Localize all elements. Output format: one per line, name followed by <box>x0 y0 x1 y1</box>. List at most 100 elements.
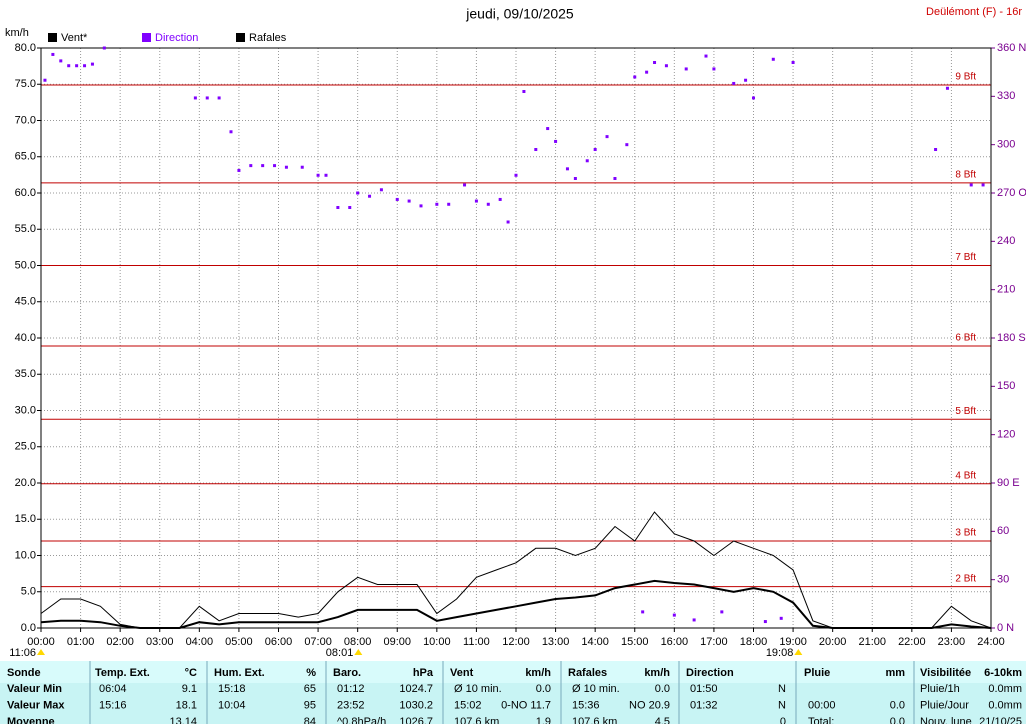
sun-marker <box>37 649 45 655</box>
table-cell: Nouv. lune <box>920 716 972 724</box>
direction-point <box>704 54 708 58</box>
direction-point <box>336 206 340 209</box>
y-tick-label: 20.0 <box>15 477 36 489</box>
direction-point <box>435 202 439 206</box>
table-header-cell: °C <box>185 667 197 679</box>
table-header-cell: km/h <box>525 667 551 679</box>
x-tick-label: 11:00 <box>463 636 490 648</box>
beaufort-label: 4 Bft <box>955 470 976 481</box>
table-cell: 01:50 <box>690 683 718 695</box>
direction-point <box>316 173 320 177</box>
direction-point <box>732 81 736 85</box>
table-cell: 10:04 <box>218 699 246 711</box>
table-cell: 00:00 <box>808 699 836 711</box>
direction-point <box>605 135 609 139</box>
y2-tick-label: 300 <box>997 139 1015 151</box>
direction-point <box>51 52 55 56</box>
table-cell: 0 <box>780 716 786 724</box>
direction-point <box>653 61 657 64</box>
y-tick-label: 0.0 <box>21 622 36 634</box>
series-line <box>40 511 992 629</box>
y2-tick-label: 120 <box>997 429 1015 441</box>
y2-tick-label: 0 N <box>997 622 1014 634</box>
table-separators <box>89 661 915 724</box>
table-header-cell: Pluie <box>804 667 830 679</box>
legend-label: Rafales <box>249 32 287 44</box>
x-tick-label: 22:00 <box>898 636 926 648</box>
table-cell: Total: <box>808 716 834 724</box>
table-header-cell: Vent <box>450 667 474 679</box>
y2-tick-label: 240 <box>997 235 1015 247</box>
direction-point <box>779 616 783 620</box>
table-cell: 0.0 <box>890 699 905 711</box>
direction-point <box>217 96 221 100</box>
direction-point <box>692 618 696 622</box>
table-cell: 1030.2 <box>399 699 433 711</box>
table-cell: 107.6 km <box>454 716 499 724</box>
table-cell: 0.0mm <box>988 683 1022 695</box>
y2-tick-label: 150 <box>997 380 1015 392</box>
y-tick-label: 35.0 <box>15 368 36 380</box>
direction-point <box>379 188 383 192</box>
y-tick-label: 60.0 <box>15 187 36 199</box>
table-header-cell: hPa <box>413 667 434 679</box>
direction-point <box>625 143 629 147</box>
direction-point <box>546 127 550 131</box>
table-cell: 18.1 <box>176 699 197 711</box>
direction-point <box>43 78 47 82</box>
table-header-cell: Temp. Ext. <box>95 667 150 679</box>
direction-point <box>522 90 526 93</box>
direction-point <box>193 96 197 100</box>
direction-point <box>249 164 253 168</box>
table-cell: N <box>778 683 786 695</box>
direction-point <box>514 173 518 177</box>
direction-point <box>506 220 510 224</box>
x-tick-label: 13:00 <box>542 636 570 648</box>
direction-point <box>237 168 241 172</box>
beaufort-label: 6 Bft <box>955 333 976 344</box>
direction-point <box>744 78 748 82</box>
y-tick-label: 70.0 <box>15 114 36 126</box>
x-tick-label: 02:00 <box>106 636 134 648</box>
y-tick-label: 80.0 <box>15 42 36 54</box>
direction-point <box>284 165 288 169</box>
table-cell: 15:36 <box>572 699 600 711</box>
sun-marker <box>794 649 803 655</box>
table-cell: Pluie/1h <box>920 683 960 695</box>
direction-point <box>593 148 597 151</box>
direction-point <box>102 46 106 50</box>
direction-point <box>791 61 795 64</box>
y-tick-label: 15.0 <box>15 513 36 525</box>
x-tick-label: 06:00 <box>265 636 293 648</box>
direction-point <box>573 177 577 180</box>
x-tick-label: 20:00 <box>819 636 847 648</box>
table-cell: 21/10/25 <box>979 716 1022 724</box>
legend-swatch <box>236 33 245 42</box>
direction-point <box>934 148 938 151</box>
x-tick-label: 00:00 <box>27 636 55 648</box>
direction-point <box>348 206 352 209</box>
direction-point <box>447 202 451 206</box>
marker-label: 11:06 <box>9 647 36 659</box>
x-tick-label: 12:00 <box>502 636 530 648</box>
direction-point <box>641 610 645 614</box>
table-cell: 15:02 <box>454 699 482 711</box>
direction-point <box>59 59 63 63</box>
table-cell: 0.0 <box>536 683 551 695</box>
x-tick-label: 14:00 <box>581 636 609 648</box>
x-tick-label: 04:00 <box>186 636 214 648</box>
beaufort-label: 7 Bft <box>955 252 976 263</box>
table-cell: 0.0mm <box>988 699 1022 711</box>
y-tick-label: 10.0 <box>15 549 36 561</box>
beaufort-label: 8 Bft <box>955 169 976 180</box>
direction-point <box>981 183 985 187</box>
y2-tick-label: 30 <box>997 574 1009 586</box>
table-header-cell: Baro. <box>333 667 361 679</box>
table-cell: 0-NO 11.7 <box>501 699 551 711</box>
direction-point <box>945 86 949 90</box>
direction-point <box>752 96 755 100</box>
x-tick-label: 23:00 <box>938 636 966 648</box>
table-header-cell: Visibilitée <box>920 667 971 679</box>
table-cell: 23:52 <box>337 699 365 711</box>
